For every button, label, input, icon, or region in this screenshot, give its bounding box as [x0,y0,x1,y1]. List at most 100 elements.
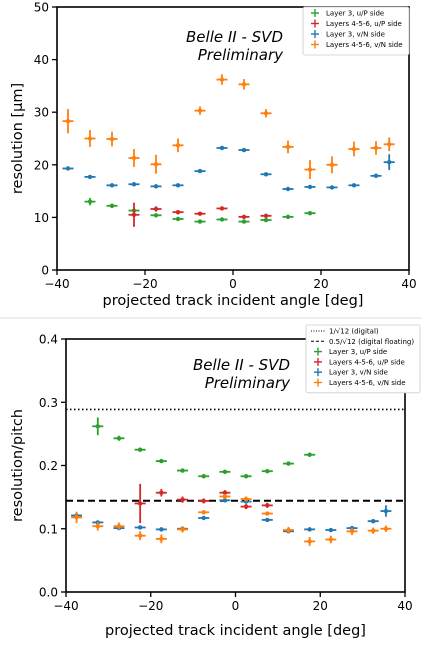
data-marker [87,174,93,180]
data-marker [131,155,137,161]
data-point [260,109,272,118]
data-marker [219,206,225,211]
data-point [238,79,250,90]
data-marker [243,496,249,502]
data-marker [219,217,225,222]
data-marker [307,210,313,216]
legend-label: Layer 3, u/P side [329,348,387,356]
legend-entry: Layers 4-5-6, u/P side [311,19,402,28]
data-marker [285,186,291,192]
data-marker [265,503,270,508]
chart-title: Belle II - SVD [193,356,290,374]
y-tick-label: 10 [34,211,49,225]
x-tick-label: −40 [53,599,78,613]
data-point [177,496,189,503]
data-point [216,206,228,211]
data-point [198,515,210,521]
y-tick-label: 0.4 [39,333,58,347]
data-point [194,168,206,174]
legend-box [302,6,410,56]
series-1 [84,197,316,224]
legend-label: Layers 4-5-6, v/N side [329,379,406,387]
data-point [261,502,273,508]
y-tick-label: 20 [34,158,49,172]
data-marker [265,511,270,516]
data-point [150,206,162,212]
data-point [304,184,316,190]
data-point [198,474,210,479]
data-point [134,483,146,524]
data-point [150,184,162,189]
data-point [326,185,338,190]
data-marker [197,219,203,224]
data-point [219,498,231,503]
data-point [240,504,252,510]
y-tick-label: 0.2 [39,459,58,473]
data-marker [307,539,312,544]
data-point [172,216,184,222]
data-point [113,435,125,441]
data-point [194,211,206,216]
data-point [282,526,294,534]
data-marker [131,182,137,187]
data-point [216,217,228,222]
legend-label: Layers 4-5-6, u/P side [329,358,405,366]
data-point [216,74,228,85]
data-point [155,534,167,544]
data-marker [159,536,164,542]
data-point [282,214,294,220]
data-marker [241,82,247,87]
x-tick-label: 40 [397,599,412,613]
legend-entry: Layer 3, u/P side [314,347,387,356]
data-point [172,138,184,153]
data-marker [241,214,247,220]
series-4 [71,493,392,546]
data-point [346,527,358,536]
x-axis-label: projected track incident angle [deg] [103,293,364,309]
data-marker [222,494,228,499]
data-marker [286,461,291,466]
data-point [92,417,104,436]
data-point [260,217,272,223]
data-marker [197,108,203,113]
data-point [304,160,316,180]
data-point [150,154,162,174]
data-marker [349,529,355,534]
data-marker [307,167,313,172]
legend-entry: Layer 3, v/N side [314,368,388,377]
data-point [304,210,316,216]
data-point [240,496,252,502]
data-marker [137,447,143,452]
data-point [304,536,316,546]
data-marker [197,211,203,216]
data-marker [87,136,93,141]
data-point [304,527,316,532]
data-marker [373,145,379,151]
y-tick-label: 30 [34,106,49,120]
legend: 1/√12 (digital) 0.5/√12 (digital floating… [305,324,421,394]
data-point [282,140,294,154]
data-point [348,141,360,157]
legend: Layer 3, u/P side Layers 4-5-6, u/P side L… [302,6,410,56]
data-point [62,109,74,134]
data-marker [175,183,181,188]
data-point [194,106,206,115]
y-axis-label: resolution/pitch [10,409,26,522]
x-axis-label: projected track incident angle [deg] [105,623,366,639]
x-tick-label: 20 [313,599,328,613]
legend-entry: Layers 4-5-6, u/P side [314,357,405,366]
data-point [150,213,162,218]
data-marker [197,168,203,174]
chart-1: −40 −20 0 20 40 0 10 20 30 40 50 projected track in… [10,1,417,310]
data-marker [373,173,379,179]
data-point [128,182,140,187]
legend-entry: 0.5/√12 (digital floating) [311,338,414,346]
data-marker [153,162,159,167]
data-marker [180,527,185,532]
data-point [348,183,360,188]
data-point [71,511,83,524]
legend-label: Layer 3, v/N side [326,31,385,39]
data-marker [74,515,79,520]
x-tick-label: −20 [132,277,157,291]
data-point [155,527,167,532]
